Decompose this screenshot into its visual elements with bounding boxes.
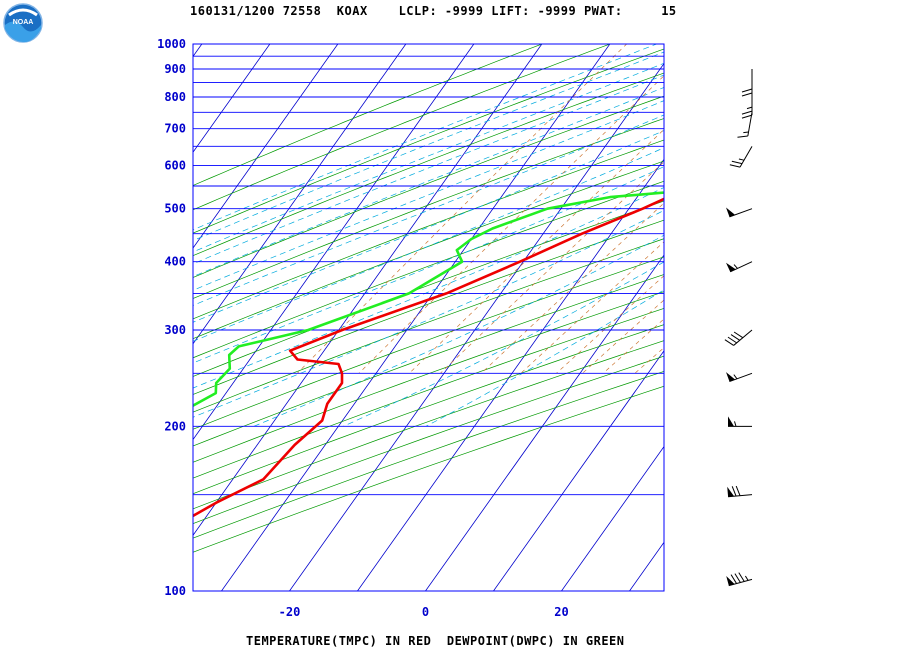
isotherm-line [680,32,900,616]
wind-barb [726,207,753,218]
dry-adiabat-line [193,95,664,278]
noaa-logo: NOAA [3,3,43,43]
wind-barb [728,416,752,427]
moist-adiabat-line [193,51,664,241]
mixing-ratio-line [481,202,664,374]
moist-adiabat-line [193,62,664,253]
isotherm-line [193,44,271,153]
wind-barb [729,146,753,168]
pressure-tick-label: 400 [164,255,186,269]
pressure-tick-label: 1000 [157,37,186,51]
isotherm-line [628,541,664,591]
pressure-tick-labels: 100 200 300 400 500 600 700 800 900 1000 [157,37,186,598]
mixing-ratio-line [582,299,664,374]
dry-adiabat-line [193,385,664,553]
dry-adiabat-line [193,139,664,320]
isotherm-line [424,254,664,591]
isotherm-line [492,350,664,591]
isotherm-line [0,32,142,616]
temperature-tick-label: -20 [279,605,301,619]
wind-barb [726,372,753,383]
moist-adiabat-line [253,234,664,427]
dry-adiabat-line [193,200,664,377]
plot-frame [192,43,665,592]
isotherm-line [288,62,664,591]
dry-adiabat-line [193,238,664,413]
pressure-tick-label: 100 [164,584,186,598]
isotherm-line [0,32,74,616]
mixing-ratio-line [634,347,664,374]
chart-footer: TEMPERATURE(TMPC) IN RED DEWPOINT(DWPC) … [246,634,625,648]
moist-adiabat-line [193,100,664,291]
dry-adiabat-line [193,256,664,430]
isotherm-line [193,44,407,345]
moist-adiabat-line [193,130,664,323]
dry-adiabat-line [193,118,664,299]
temperature-profile-line [193,197,664,518]
dry-adiabat-line [193,48,664,234]
wind-barb [726,261,753,273]
grid-lines [0,32,900,616]
noaa-logo-text: NOAA [13,19,34,26]
wind-barbs [724,69,753,587]
wind-barb [737,112,753,138]
temperature-tick-label: 20 [554,605,568,619]
isotherm-line [748,32,900,616]
data-lines [193,191,664,518]
dry-adiabat-line [193,371,664,539]
isotherm-line [193,44,475,441]
moist-adiabat-line [343,261,664,427]
pressure-tick-label: 600 [164,158,186,172]
mixing-ratio-line [358,75,664,374]
moist-adiabat-line [193,210,664,418]
wind-barb [727,485,753,498]
dry-adiabat-line [193,274,664,447]
pressure-tick-label: 800 [164,90,186,104]
wind-barb [741,91,753,119]
isotherm-line [356,158,664,591]
dry-adiabat-line [193,160,664,340]
pressure-tick-label: 300 [164,323,186,337]
pressure-tick-label: 500 [164,202,186,216]
dry-adiabat-line [193,340,664,510]
dry-adiabat-line [193,72,664,257]
moist-adiabat-line [193,87,664,277]
moist-adiabat-line [425,289,664,427]
pressure-tick-label: 200 [164,419,186,433]
isotherm-line [193,44,543,536]
dry-adiabat-line [193,219,664,395]
isotherm-line [816,32,900,616]
mixing-ratio-line [556,275,664,374]
sounding-header: 160131/1200 72558 KOAX LCLP: -9999 LIFT:… [190,4,677,18]
dewpoint-profile-line [193,191,664,408]
isotherm-line [0,32,6,616]
pressure-tick-label: 900 [164,62,186,76]
temperature-tick-label: 0 [422,605,429,619]
isobars [193,43,664,592]
pressure-tick-label: 700 [164,122,186,136]
wind-barb [726,572,753,587]
dry-adiabat-line [193,308,664,479]
isotherm-line [560,445,664,591]
mixing-ratio-line [297,44,628,374]
wind-barb [724,329,753,346]
mixing-ratio-line [409,128,664,374]
dry-adiabat-line [193,44,543,186]
dry-adiabat-line [193,324,664,495]
dry-adiabat-line [193,355,664,525]
dry-adiabat-line [193,291,664,463]
dry-adiabat-line [193,44,611,211]
isotherm-line [193,44,339,249]
moist-adiabat-line [193,147,664,342]
temperature-tick-labels: -20 0 20 [279,605,569,619]
isotherm-line [220,44,611,591]
wind-barb [741,69,753,97]
moist-adiabat-line [193,114,664,306]
moist-adiabat-line [193,44,658,231]
moist-adiabat-line [193,74,664,265]
dry-adiabat-line [193,180,664,359]
